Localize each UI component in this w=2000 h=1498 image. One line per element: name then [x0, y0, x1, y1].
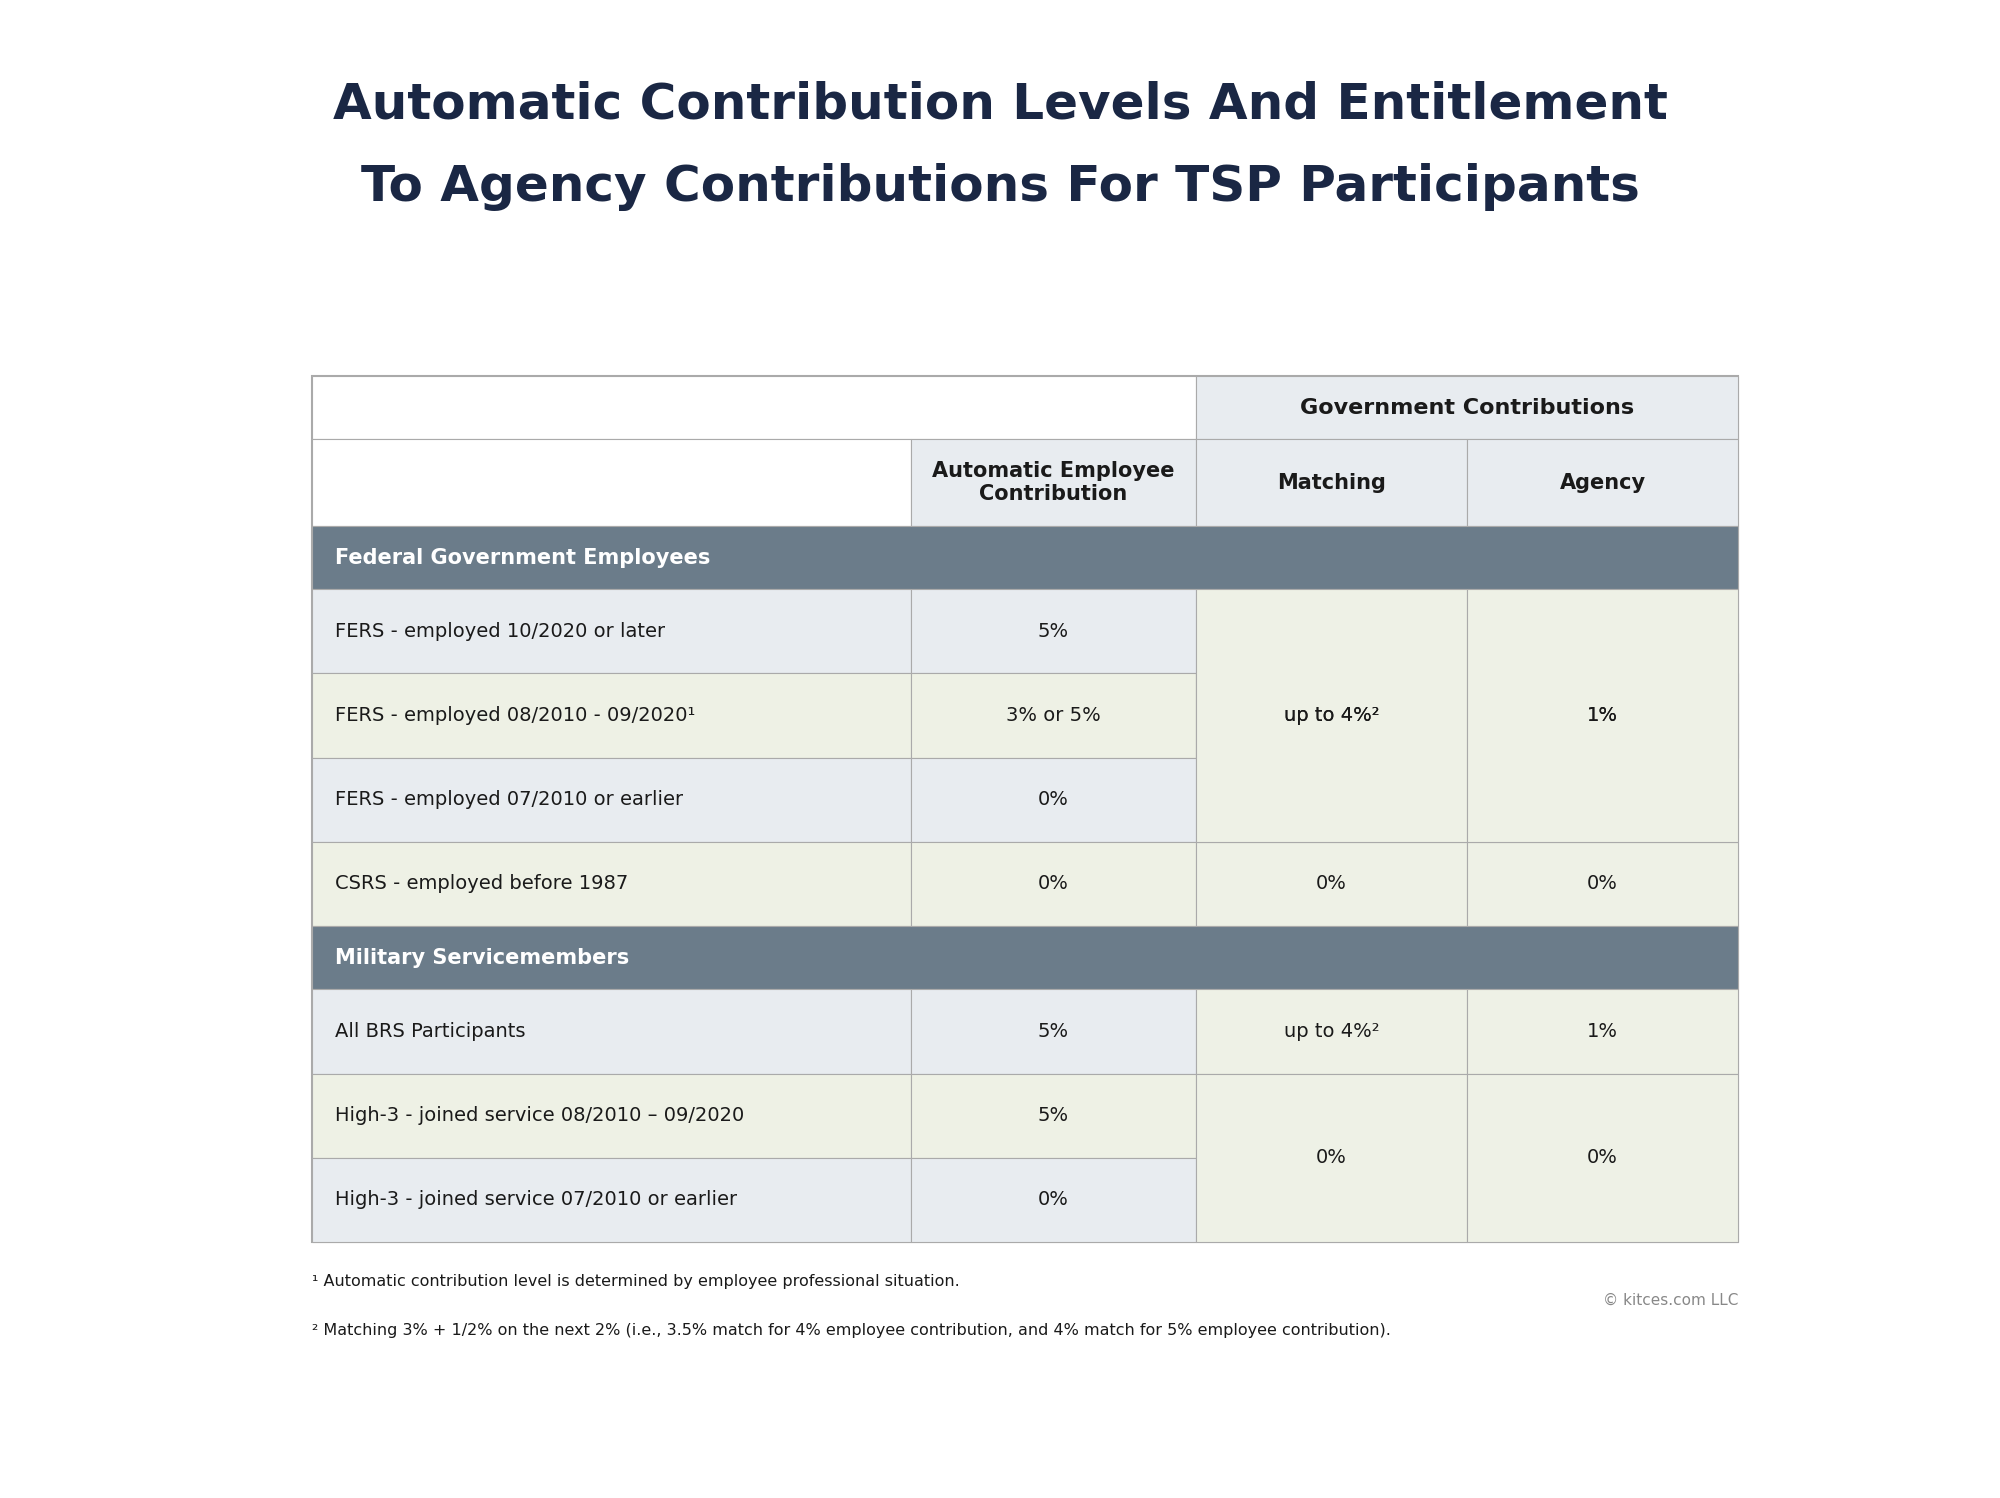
Bar: [910, 589, 1196, 674]
Text: 0%: 0%: [1038, 875, 1068, 893]
Text: 0%: 0%: [1316, 875, 1348, 893]
Text: 5%: 5%: [1038, 622, 1070, 641]
Bar: [312, 376, 1196, 439]
Text: Government Contributions: Government Contributions: [1300, 397, 1634, 418]
Bar: [910, 758, 1196, 842]
Bar: [312, 990, 910, 1074]
Text: 1%: 1%: [1588, 1022, 1618, 1041]
Bar: [312, 526, 1738, 589]
Bar: [1196, 674, 1468, 758]
Bar: [1468, 589, 1738, 842]
Bar: [312, 1158, 910, 1242]
Bar: [910, 674, 1196, 758]
Text: 3% or 5%: 3% or 5%: [1006, 706, 1100, 725]
Bar: [1196, 589, 1468, 842]
Bar: [312, 589, 910, 674]
Text: 5%: 5%: [1038, 1022, 1070, 1041]
Bar: [1196, 376, 1738, 439]
Text: FERS - employed 07/2010 or earlier: FERS - employed 07/2010 or earlier: [336, 791, 684, 809]
Bar: [1468, 674, 1738, 758]
Text: FERS - employed 10/2020 or later: FERS - employed 10/2020 or later: [336, 622, 666, 641]
Text: 1%: 1%: [1588, 706, 1618, 725]
Text: Military Servicemembers: Military Servicemembers: [336, 948, 630, 968]
Bar: [312, 842, 910, 926]
Bar: [1468, 990, 1738, 1074]
Bar: [312, 1074, 910, 1158]
Bar: [910, 842, 1196, 926]
Text: 5%: 5%: [1038, 1107, 1070, 1125]
Text: 0%: 0%: [1316, 1149, 1348, 1167]
Text: Matching: Matching: [1278, 472, 1386, 493]
Text: High-3 - joined service 08/2010 – 09/2020: High-3 - joined service 08/2010 – 09/202…: [336, 1107, 744, 1125]
Text: up to 4%²: up to 4%²: [1284, 1022, 1380, 1041]
Text: up to 4%²: up to 4%²: [1284, 706, 1380, 725]
Text: up to 4%²: up to 4%²: [1284, 706, 1380, 725]
Bar: [312, 439, 910, 526]
Text: ¹ Automatic contribution level is determined by employee professional situation.: ¹ Automatic contribution level is determ…: [312, 1275, 960, 1290]
Text: Federal Government Employees: Federal Government Employees: [336, 547, 710, 568]
Text: Automatic Contribution Levels And Entitlement: Automatic Contribution Levels And Entitl…: [332, 81, 1668, 129]
Bar: [1468, 842, 1738, 926]
Bar: [312, 376, 1738, 1242]
Text: High-3 - joined service 07/2010 or earlier: High-3 - joined service 07/2010 or earli…: [336, 1191, 738, 1209]
Bar: [312, 758, 910, 842]
Text: 1%: 1%: [1588, 706, 1618, 725]
Text: All BRS Participants: All BRS Participants: [336, 1022, 526, 1041]
Bar: [1468, 439, 1738, 526]
Text: © kitces.com LLC: © kitces.com LLC: [1602, 1293, 1738, 1308]
Bar: [910, 439, 1196, 526]
Text: To Agency Contributions For TSP Participants: To Agency Contributions For TSP Particip…: [360, 163, 1640, 211]
Text: FERS - employed 08/2010 - 09/2020¹: FERS - employed 08/2010 - 09/2020¹: [336, 706, 696, 725]
Bar: [1196, 439, 1468, 526]
Text: 0%: 0%: [1038, 791, 1068, 809]
Bar: [910, 1074, 1196, 1158]
Text: 0%: 0%: [1588, 1149, 1618, 1167]
Bar: [910, 990, 1196, 1074]
Bar: [312, 926, 1738, 990]
Text: Agency: Agency: [1560, 472, 1646, 493]
Bar: [1196, 1074, 1468, 1242]
Bar: [1468, 1074, 1738, 1242]
Text: 0%: 0%: [1038, 1191, 1068, 1209]
Text: Automatic Employee
Contribution: Automatic Employee Contribution: [932, 461, 1174, 505]
Text: 0%: 0%: [1588, 875, 1618, 893]
Bar: [1196, 842, 1468, 926]
Bar: [1196, 990, 1468, 1074]
Text: CSRS - employed before 1987: CSRS - employed before 1987: [336, 875, 628, 893]
Bar: [312, 674, 910, 758]
Bar: [910, 1158, 1196, 1242]
Text: ² Matching 3% + 1/2% on the next 2% (i.e., 3.5% match for 4% employee contributi: ² Matching 3% + 1/2% on the next 2% (i.e…: [312, 1323, 1390, 1338]
